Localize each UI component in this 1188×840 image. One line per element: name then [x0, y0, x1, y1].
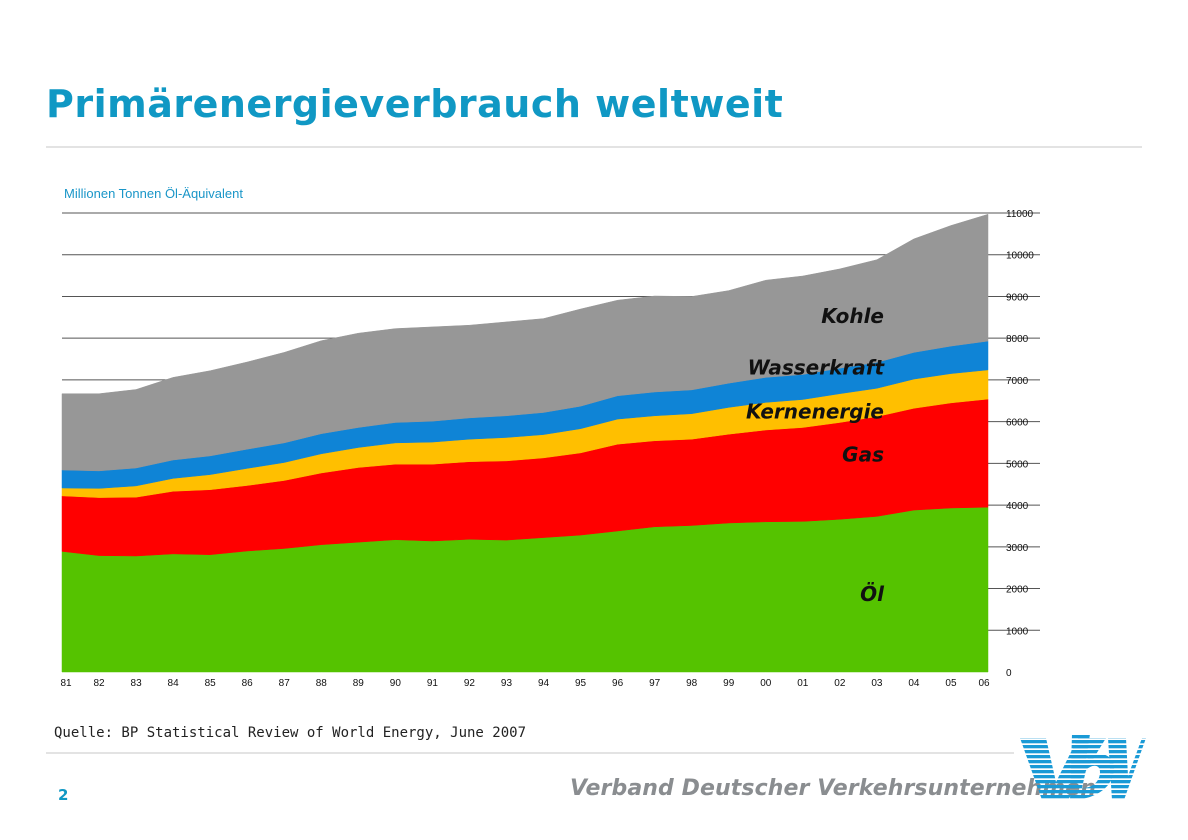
series-label-kernenergie: Kernenergie	[746, 399, 884, 423]
x-tick-label-82: 82	[93, 678, 105, 689]
x-axis-ticks: 81 82 83 84 85 86 87 88 89 90 91 92 93 94 95 96 97 98 99 00…	[60, 678, 990, 689]
x-tick-label-84: 84	[168, 678, 180, 689]
x-tick-label-92: 92	[464, 678, 476, 689]
x-tick-label-05: 05	[945, 678, 957, 689]
x-tick-label-87: 87	[279, 678, 291, 689]
y-tick-label-3000: 3000	[1006, 543, 1029, 554]
title-divider	[46, 146, 1142, 148]
x-tick-label-00: 00	[760, 678, 772, 689]
y-tick-label-8000: 8000	[1006, 334, 1029, 345]
energy-stacked-area-chart: 0100020003000400050006000700080009000100…	[60, 186, 1040, 689]
x-tick-label-88: 88	[316, 678, 328, 689]
area-kohle	[61, 213, 989, 472]
x-tick-label-90: 90	[390, 678, 402, 689]
page-number: 2	[58, 786, 69, 804]
x-tick-label-89: 89	[353, 678, 365, 689]
x-tick-label-86: 86	[242, 678, 254, 689]
series-label-oel: Öl	[860, 582, 885, 606]
x-tick-label-81: 81	[60, 678, 72, 689]
series-labels: Kohle Wasserkraft Kernenergie Gas Öl	[746, 304, 885, 606]
x-tick-label-95: 95	[575, 678, 587, 689]
x-tick-label-04: 04	[908, 678, 920, 689]
unit-label: Millionen Tonnen Öl-Äquivalent	[64, 186, 243, 201]
x-tick-label-06: 06	[978, 678, 990, 689]
x-tick-label-85: 85	[205, 678, 217, 689]
x-tick-label-91: 91	[427, 678, 439, 689]
series-label-gas: Gas	[842, 443, 884, 467]
y-tick-label-7000: 7000	[1006, 376, 1029, 387]
series-label-kohle: Kohle	[821, 304, 884, 328]
x-tick-label-83: 83	[131, 678, 143, 689]
x-tick-label-96: 96	[612, 678, 624, 689]
area-series	[61, 213, 989, 673]
slide-title: Primärenergieverbrauch weltweit	[46, 82, 784, 126]
x-tick-label-02: 02	[834, 678, 846, 689]
x-tick-label-99: 99	[723, 678, 735, 689]
y-tick-label-5000: 5000	[1006, 459, 1029, 470]
y-tick-label-11000: 11000	[1006, 209, 1034, 220]
y-axis-ticks: 0 1000 2000 3000 4000 5000 6000 7000 8000 9000 100…	[1006, 209, 1034, 679]
y-tick-label-0: 0	[1006, 668, 1012, 679]
x-tick-label-01: 01	[797, 678, 809, 689]
x-tick-label-98: 98	[686, 678, 698, 689]
x-tick-label-94: 94	[538, 678, 550, 689]
source-note: Quelle: BP Statistical Review of World E…	[54, 725, 527, 741]
organization-name: Verband Deutscher Verkehrsunternehmen	[570, 776, 1097, 801]
y-tick-label-4000: 4000	[1006, 501, 1029, 512]
x-tick-label-97: 97	[649, 678, 661, 689]
series-label-wasserkraft: Wasserkraft	[748, 355, 886, 379]
y-tick-label-6000: 6000	[1006, 418, 1029, 429]
y-tick-label-2000: 2000	[1006, 585, 1029, 596]
footer-divider	[46, 752, 1014, 754]
y-tick-label-10000: 10000	[1006, 251, 1034, 262]
x-tick-label-93: 93	[501, 678, 513, 689]
y-tick-label-9000: 9000	[1006, 292, 1029, 303]
x-tick-label-03: 03	[871, 678, 883, 689]
y-tick-label-1000: 1000	[1006, 626, 1029, 637]
vdv-logo	[1020, 734, 1146, 800]
